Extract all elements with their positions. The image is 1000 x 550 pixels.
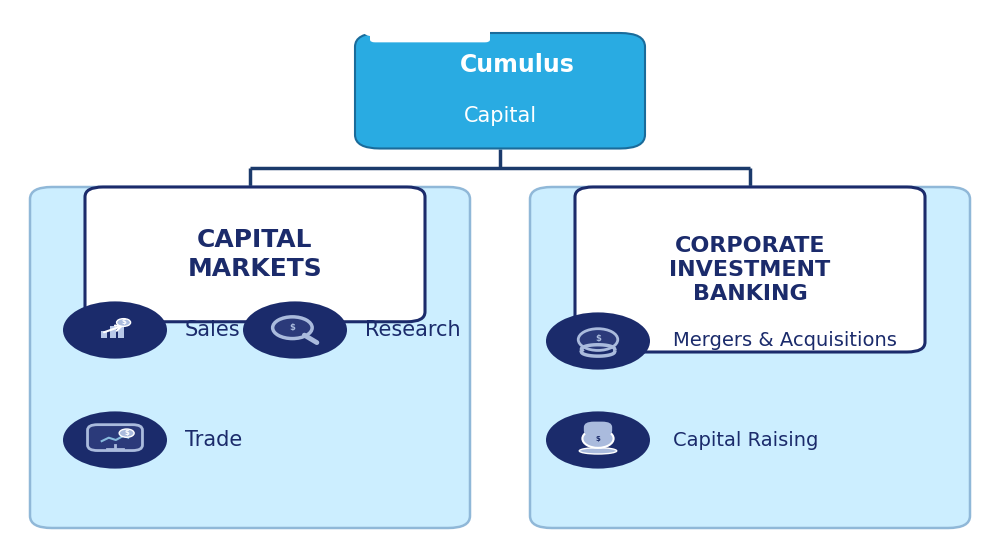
FancyBboxPatch shape [530, 187, 970, 528]
FancyBboxPatch shape [575, 187, 925, 352]
Text: $: $ [595, 334, 601, 344]
Circle shape [243, 301, 347, 359]
FancyBboxPatch shape [30, 187, 470, 528]
Text: CORPORATE
INVESTMENT
BANKING: CORPORATE INVESTMENT BANKING [669, 235, 831, 304]
Text: $: $ [121, 320, 126, 326]
Circle shape [117, 318, 131, 326]
FancyBboxPatch shape [88, 425, 142, 450]
Text: Cumulus: Cumulus [460, 53, 575, 78]
FancyBboxPatch shape [118, 322, 124, 338]
Text: Mergers & Acquisitions: Mergers & Acquisitions [673, 332, 897, 350]
Circle shape [394, 3, 446, 32]
FancyBboxPatch shape [110, 326, 116, 338]
Circle shape [546, 312, 650, 370]
Ellipse shape [582, 429, 614, 448]
Text: Capital: Capital [463, 106, 537, 126]
Circle shape [119, 429, 134, 437]
FancyBboxPatch shape [370, 20, 490, 42]
Circle shape [546, 411, 650, 469]
Text: $: $ [289, 323, 295, 332]
Text: $: $ [596, 436, 600, 442]
Circle shape [458, 18, 490, 35]
Text: Sales: Sales [185, 320, 241, 340]
Ellipse shape [579, 448, 617, 454]
Circle shape [63, 301, 167, 359]
Text: $: $ [124, 430, 129, 436]
FancyBboxPatch shape [584, 422, 612, 436]
Circle shape [432, 9, 472, 31]
FancyBboxPatch shape [355, 33, 645, 148]
Circle shape [361, 20, 391, 37]
Circle shape [273, 317, 312, 339]
FancyBboxPatch shape [101, 331, 107, 338]
Text: Trade: Trade [185, 430, 242, 450]
Circle shape [63, 411, 167, 469]
FancyBboxPatch shape [85, 187, 425, 322]
Text: Research: Research [365, 320, 461, 340]
Text: CAPITAL
MARKETS: CAPITAL MARKETS [188, 228, 322, 280]
Circle shape [578, 329, 618, 350]
Text: Capital Raising: Capital Raising [673, 431, 818, 449]
Circle shape [375, 16, 415, 38]
